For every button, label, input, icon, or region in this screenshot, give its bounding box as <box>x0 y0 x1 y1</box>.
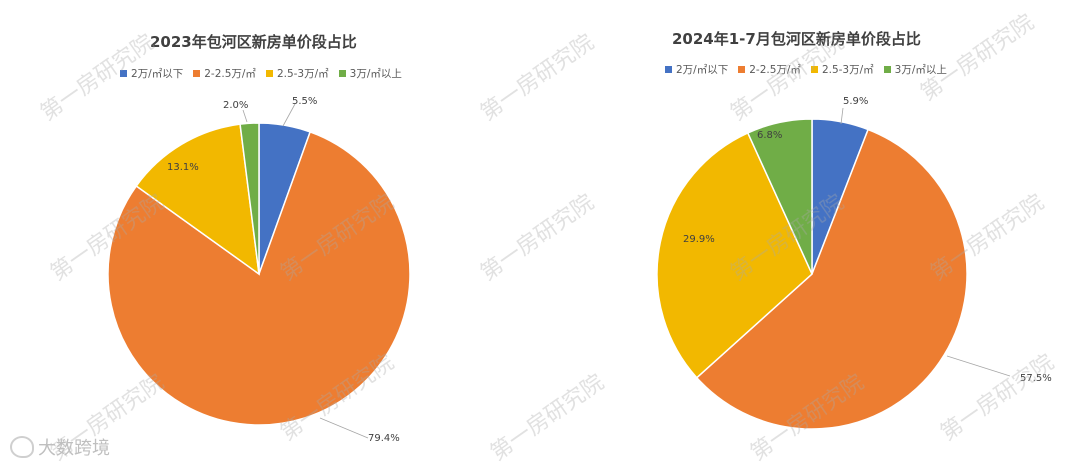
data-label: 79.4% <box>368 433 400 444</box>
legend-swatch <box>265 70 273 77</box>
chart-title: 2023年包河区新房单价段占比 <box>150 33 357 51</box>
chart-legend: 2万/㎡以下 2-2.5万/㎡ 2.5-3万/㎡ 3万/㎡以上 <box>120 66 402 81</box>
legend-item: 3万/㎡以上 <box>338 66 402 81</box>
legend-label: 2-2.5万/㎡ <box>749 64 801 76</box>
data-label: 6.8% <box>757 130 782 141</box>
brand-logo-icon <box>10 436 34 458</box>
legend-swatch <box>120 70 127 77</box>
pie-slice <box>239 122 260 275</box>
legend-label: 2.5-3万/㎡ <box>821 64 874 76</box>
legend-swatch <box>193 70 201 77</box>
pie-slice <box>695 128 968 430</box>
leader-line <box>319 417 369 439</box>
legend-item: 2.5-3万/㎡ <box>265 66 329 81</box>
legend-label: 3万/㎡以上 <box>894 64 947 76</box>
pie-slice <box>746 118 813 275</box>
data-label: 13.1% <box>167 162 199 173</box>
pie-slice <box>107 130 411 426</box>
legend-label: 2万/㎡以下 <box>676 64 729 76</box>
legend-item: 2万/㎡以下 <box>665 62 728 77</box>
legend-item: 2.5-3万/㎡ <box>810 62 874 77</box>
legend-item: 2-2.5万/㎡ <box>738 62 801 77</box>
data-label: 2.0% <box>223 100 248 111</box>
data-label: 5.9% <box>843 96 868 107</box>
pie-slice <box>656 131 813 379</box>
leader-line <box>840 107 844 125</box>
legend-swatch <box>738 66 746 73</box>
pie-slice <box>135 123 260 276</box>
leader-line <box>946 355 1011 377</box>
legend-swatch <box>883 66 891 73</box>
legend-swatch <box>665 66 672 73</box>
legend-swatch <box>810 66 818 73</box>
legend-item: 3万/㎡以上 <box>883 62 947 77</box>
leader-line <box>242 109 248 123</box>
legend-label: 3万/㎡以上 <box>349 68 402 80</box>
legend-item: 2-2.5万/㎡ <box>193 66 256 81</box>
brand-watermark: 大数跨境 <box>10 434 110 460</box>
leader-line <box>282 103 296 127</box>
legend-item: 2万/㎡以下 <box>120 66 183 81</box>
legend-label: 2.5-3万/㎡ <box>276 68 329 80</box>
data-label: 5.5% <box>292 96 317 107</box>
data-label: 29.9% <box>683 234 715 245</box>
data-label: 57.5% <box>1020 373 1052 384</box>
legend-label: 2-2.5万/㎡ <box>204 68 256 80</box>
chart-legend: 2万/㎡以下 2-2.5万/㎡ 2.5-3万/㎡ 3万/㎡以上 <box>665 62 947 77</box>
legend-swatch <box>338 70 346 77</box>
chart-title: 2024年1-7月包河区新房单价段占比 <box>672 30 921 48</box>
brand-text: 大数跨境 <box>38 438 110 459</box>
legend-label: 2万/㎡以下 <box>131 68 184 80</box>
